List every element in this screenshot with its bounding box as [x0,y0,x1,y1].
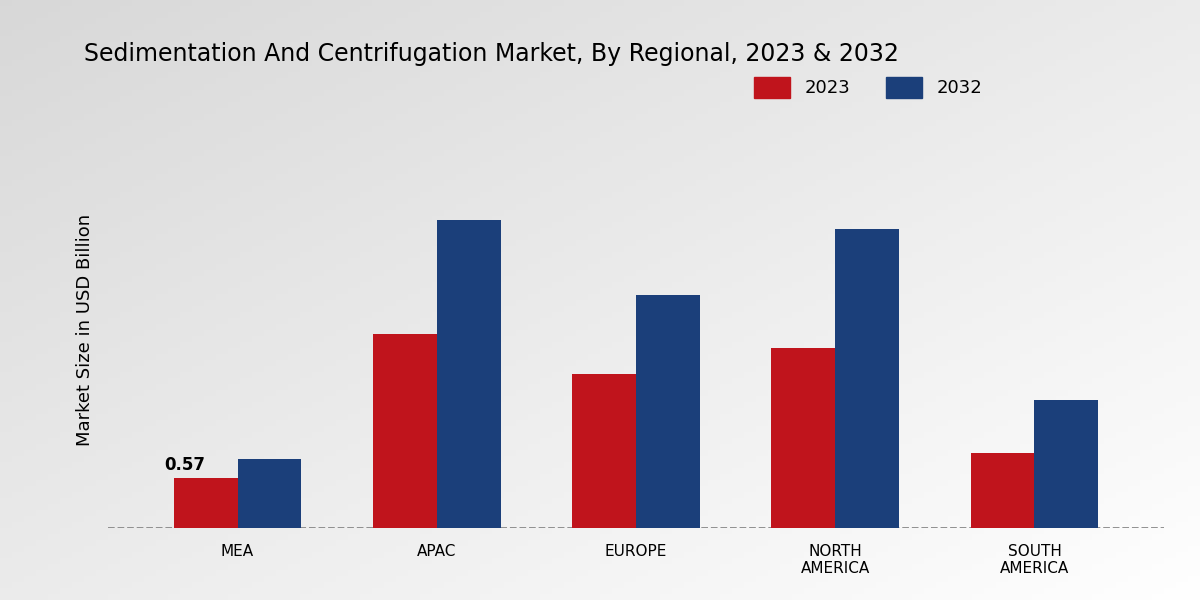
Bar [238,460,301,528]
Y-axis label: Market Size in USD Billion: Market Size in USD Billion [76,214,94,446]
Bar [835,229,899,528]
Bar [1034,400,1098,528]
Bar [373,334,437,528]
Bar [437,220,500,528]
Text: 0.57: 0.57 [163,457,205,475]
Bar [971,453,1034,528]
Text: Sedimentation And Centrifugation Market, By Regional, 2023 & 2032: Sedimentation And Centrifugation Market,… [84,42,899,66]
Legend: 2023, 2032: 2023, 2032 [746,70,990,105]
Bar [772,347,835,528]
Bar [174,478,238,528]
Bar [636,295,700,528]
Bar [572,374,636,528]
